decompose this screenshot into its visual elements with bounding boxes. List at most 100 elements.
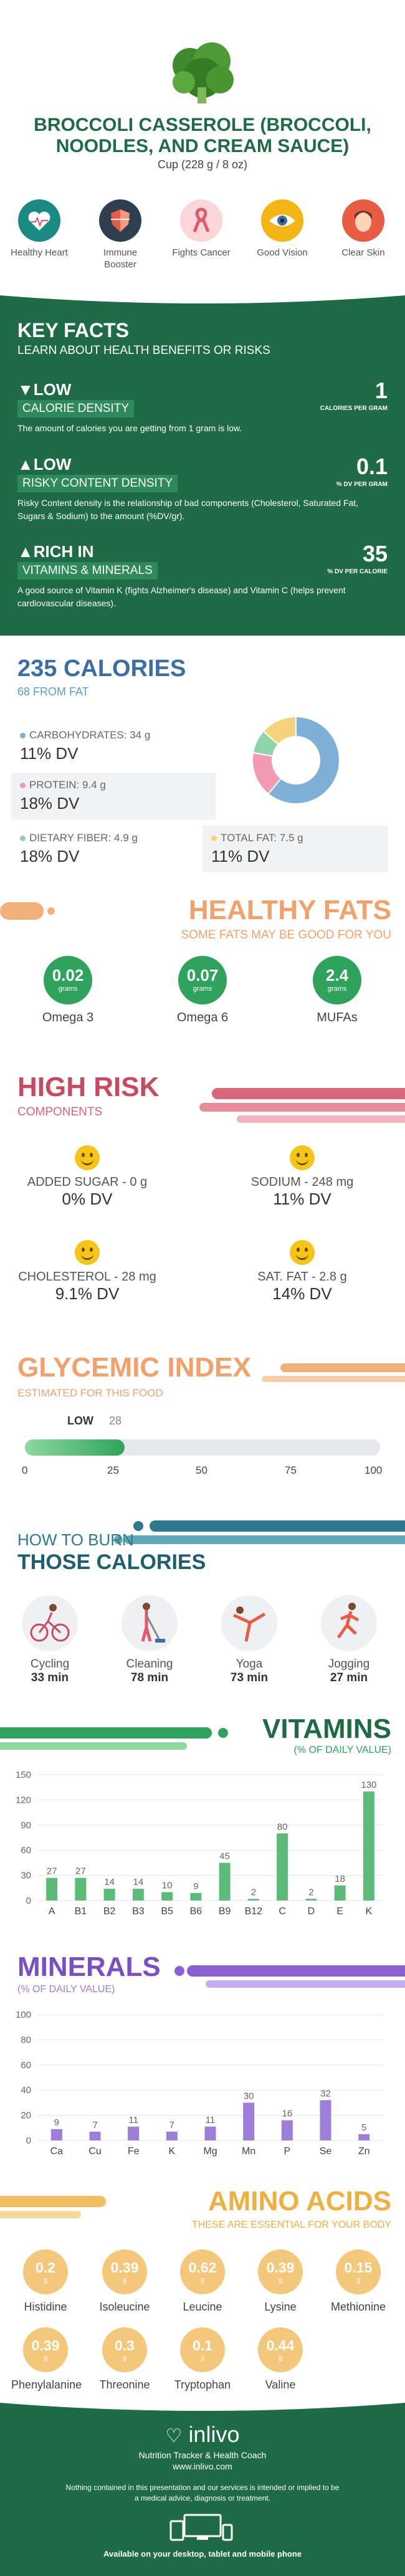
tick-label: 0 <box>22 1464 28 1476</box>
glycemic-level: LOW <box>67 1414 93 1427</box>
bar-value-label: 14 <box>133 1877 144 1887</box>
tick-label: 25 <box>107 1464 119 1476</box>
benefit-good-vision: Good Vision <box>251 199 313 259</box>
omega6-label: Omega 6 <box>176 1011 229 1024</box>
eye-icon <box>261 199 303 242</box>
benefit-immune-booster: Immune Booster <box>89 199 151 270</box>
minerals-chart: 0 20 40 60 80 100 9 Ca 7 Cu 11 Fe 7 K 11 Mg 30 Mn 16 P 32 Se 5… <box>0 2003 405 2175</box>
y-tick-label: 0 <box>26 1896 31 1906</box>
benefit-clear-skin: Clear Skin <box>332 199 394 259</box>
fact-vitamins-unit: % DV PER CALORIE <box>327 568 388 575</box>
fact-vitamins-level: ▲RICH IN <box>17 542 94 561</box>
bar-value-label: 27 <box>47 1866 57 1877</box>
macro-donut-chart <box>237 701 355 823</box>
amino-subtitle: THESE ARE ESSENTIAL FOR YOUR BODY <box>191 2220 391 2230</box>
amino-threonine: 0.3 g Threonine <box>90 2327 159 2392</box>
dot-icon <box>20 783 26 789</box>
calories-subtitle: 68 FROM FAT <box>17 685 89 698</box>
bar-value-label: 18 <box>335 1874 345 1884</box>
y-tick-label: 90 <box>21 1820 31 1831</box>
amino-methionine: 0.15 g Methionine <box>324 2249 393 2314</box>
burn-title-top: HOW TO BURN <box>17 1530 134 1549</box>
footer-url[interactable]: www.inlivo.com <box>173 2461 232 2471</box>
fact-risky-desc: Risky Content density is the relationshi… <box>17 498 359 521</box>
x-tick-label: Mn <box>242 2146 255 2157</box>
glycemic-fill <box>25 1439 125 1456</box>
glycemic-subtitle: ESTIMATED FOR THIS FOOD <box>17 1387 163 1399</box>
macro-fiber: DIETARY FIBER: 4.9 g 18% DV <box>20 832 138 866</box>
fact-calorie-unit: CALORIES PER GRAM <box>320 405 388 412</box>
dot-icon <box>20 733 26 739</box>
fact-risky-tag: RISKY CONTENT DENSITY <box>17 475 178 492</box>
y-tick-label: 60 <box>21 1845 31 1856</box>
amino-title: AMINO ACIDS <box>207 2186 391 2216</box>
bar-value-label: 27 <box>75 1866 86 1877</box>
footer-disclaimer: Nothing contained in this presentation a… <box>65 2483 340 2502</box>
smiley-icon <box>290 1240 315 1265</box>
omega3-bubble: 0.02 grams <box>44 956 92 1004</box>
bar-value-label: 130 <box>361 1780 376 1790</box>
x-tick-label: Cu <box>88 2146 101 2157</box>
high-risk-subtitle: COMPONENTS <box>17 1105 103 1119</box>
minerals-subtitle: (% OF DAILY VALUE) <box>17 1984 115 1995</box>
risk-added-sugar: ADDED SUGAR - 0 g 0% DV <box>12 1145 162 1209</box>
amino-isoleucine: 0.39 g Isoleucine <box>90 2249 159 2314</box>
dot-icon <box>211 836 217 842</box>
high-risk-title: HIGH RISK <box>17 1072 160 1102</box>
y-tick-label: 150 <box>16 1770 31 1780</box>
dot-icon <box>20 836 26 842</box>
macro-carbohydrates: CARBOHYDRATES: 34 g 11% DV <box>20 729 151 763</box>
y-tick-label: 0 <box>26 2135 31 2146</box>
y-tick-label: 30 <box>21 1871 31 1881</box>
section-wave <box>0 293 405 308</box>
calories-title: 235 CALORIES <box>17 656 186 682</box>
fact-calorie-value: 1 <box>374 378 388 403</box>
bar-value-label: 5 <box>361 2122 366 2133</box>
bar-value-label: 16 <box>282 2109 292 2119</box>
mineral-bar-ca <box>50 2129 62 2140</box>
burn-jogging: Jogging 27 min <box>312 1595 386 1685</box>
vitamins-chart: 0 30 60 90 120 150 27 A 27 B1 14 B2 14 B3 10 B5 9 B6 45 B9 2… <box>0 1763 405 1935</box>
fact-risky-level: ▲LOW <box>17 455 72 474</box>
macro-total-fat: TOTAL FAT: 7.5 g 11% DV <box>202 826 388 872</box>
vitamin-bar-d <box>305 1899 317 1901</box>
glycemic-value: 28 <box>109 1414 122 1427</box>
mineral-bar-fe <box>128 2126 140 2140</box>
burn-yoga: Yoga 73 min <box>212 1595 287 1685</box>
bar-value-label: 9 <box>193 1881 198 1892</box>
vitamin-bar-b1 <box>75 1877 87 1901</box>
vitamin-bar-e <box>334 1885 346 1901</box>
vitamin-bar-b6 <box>190 1892 202 1901</box>
jogging-icon <box>321 1595 377 1651</box>
heart-logo-icon: ♡ <box>165 2426 183 2446</box>
vitamin-bar-c <box>277 1833 288 1901</box>
footer: ♡ inlivo Nutrition Tracker & Health Coac… <box>0 2400 405 2576</box>
vitamin-bar-b12 <box>247 1899 259 1901</box>
minerals-title: MINERALS <box>17 1952 161 1982</box>
smiley-icon <box>75 1145 100 1170</box>
bar-value-label: 7 <box>169 2120 174 2130</box>
page-title: BROCCOLI CASSEROLE (BROCCOLI, NOODLES, A… <box>34 115 371 156</box>
x-tick-label: B12 <box>245 1906 263 1917</box>
donut-slice-carbohydrates <box>267 715 340 804</box>
y-tick-label: 120 <box>16 1795 31 1805</box>
amino-lysine: 0.39 g Lysine <box>246 2249 315 2314</box>
bar-value-label: 80 <box>277 1821 288 1832</box>
fact-risky-unit: % DV PER GRAM <box>336 481 388 488</box>
x-tick-label: Ca <box>50 2146 64 2157</box>
vitamin-bar-k <box>363 1791 374 1901</box>
face-icon <box>342 199 384 242</box>
brand-logo[interactable]: ♡ inlivo <box>165 2421 240 2447</box>
burn-cycling: Cycling 33 min <box>12 1595 87 1685</box>
footer-wave <box>0 2400 405 2415</box>
smiley-icon <box>75 1240 100 1265</box>
yoga-icon <box>221 1595 277 1651</box>
donut-slice-total-fat <box>262 715 297 746</box>
glycemic-ticks: 0 25 50 75 100 <box>22 1464 382 1478</box>
key-facts-subtitle: LEARN ABOUT HEALTH BENEFITS OR RISKS <box>17 344 270 357</box>
fact-risky-value: 0.1 <box>356 454 388 479</box>
bar-value-label: 2 <box>251 1887 256 1897</box>
y-tick-label: 20 <box>21 2111 31 2121</box>
vitamin-bar-b9 <box>219 1863 231 1901</box>
high-risk-bars <box>199 1084 405 1128</box>
